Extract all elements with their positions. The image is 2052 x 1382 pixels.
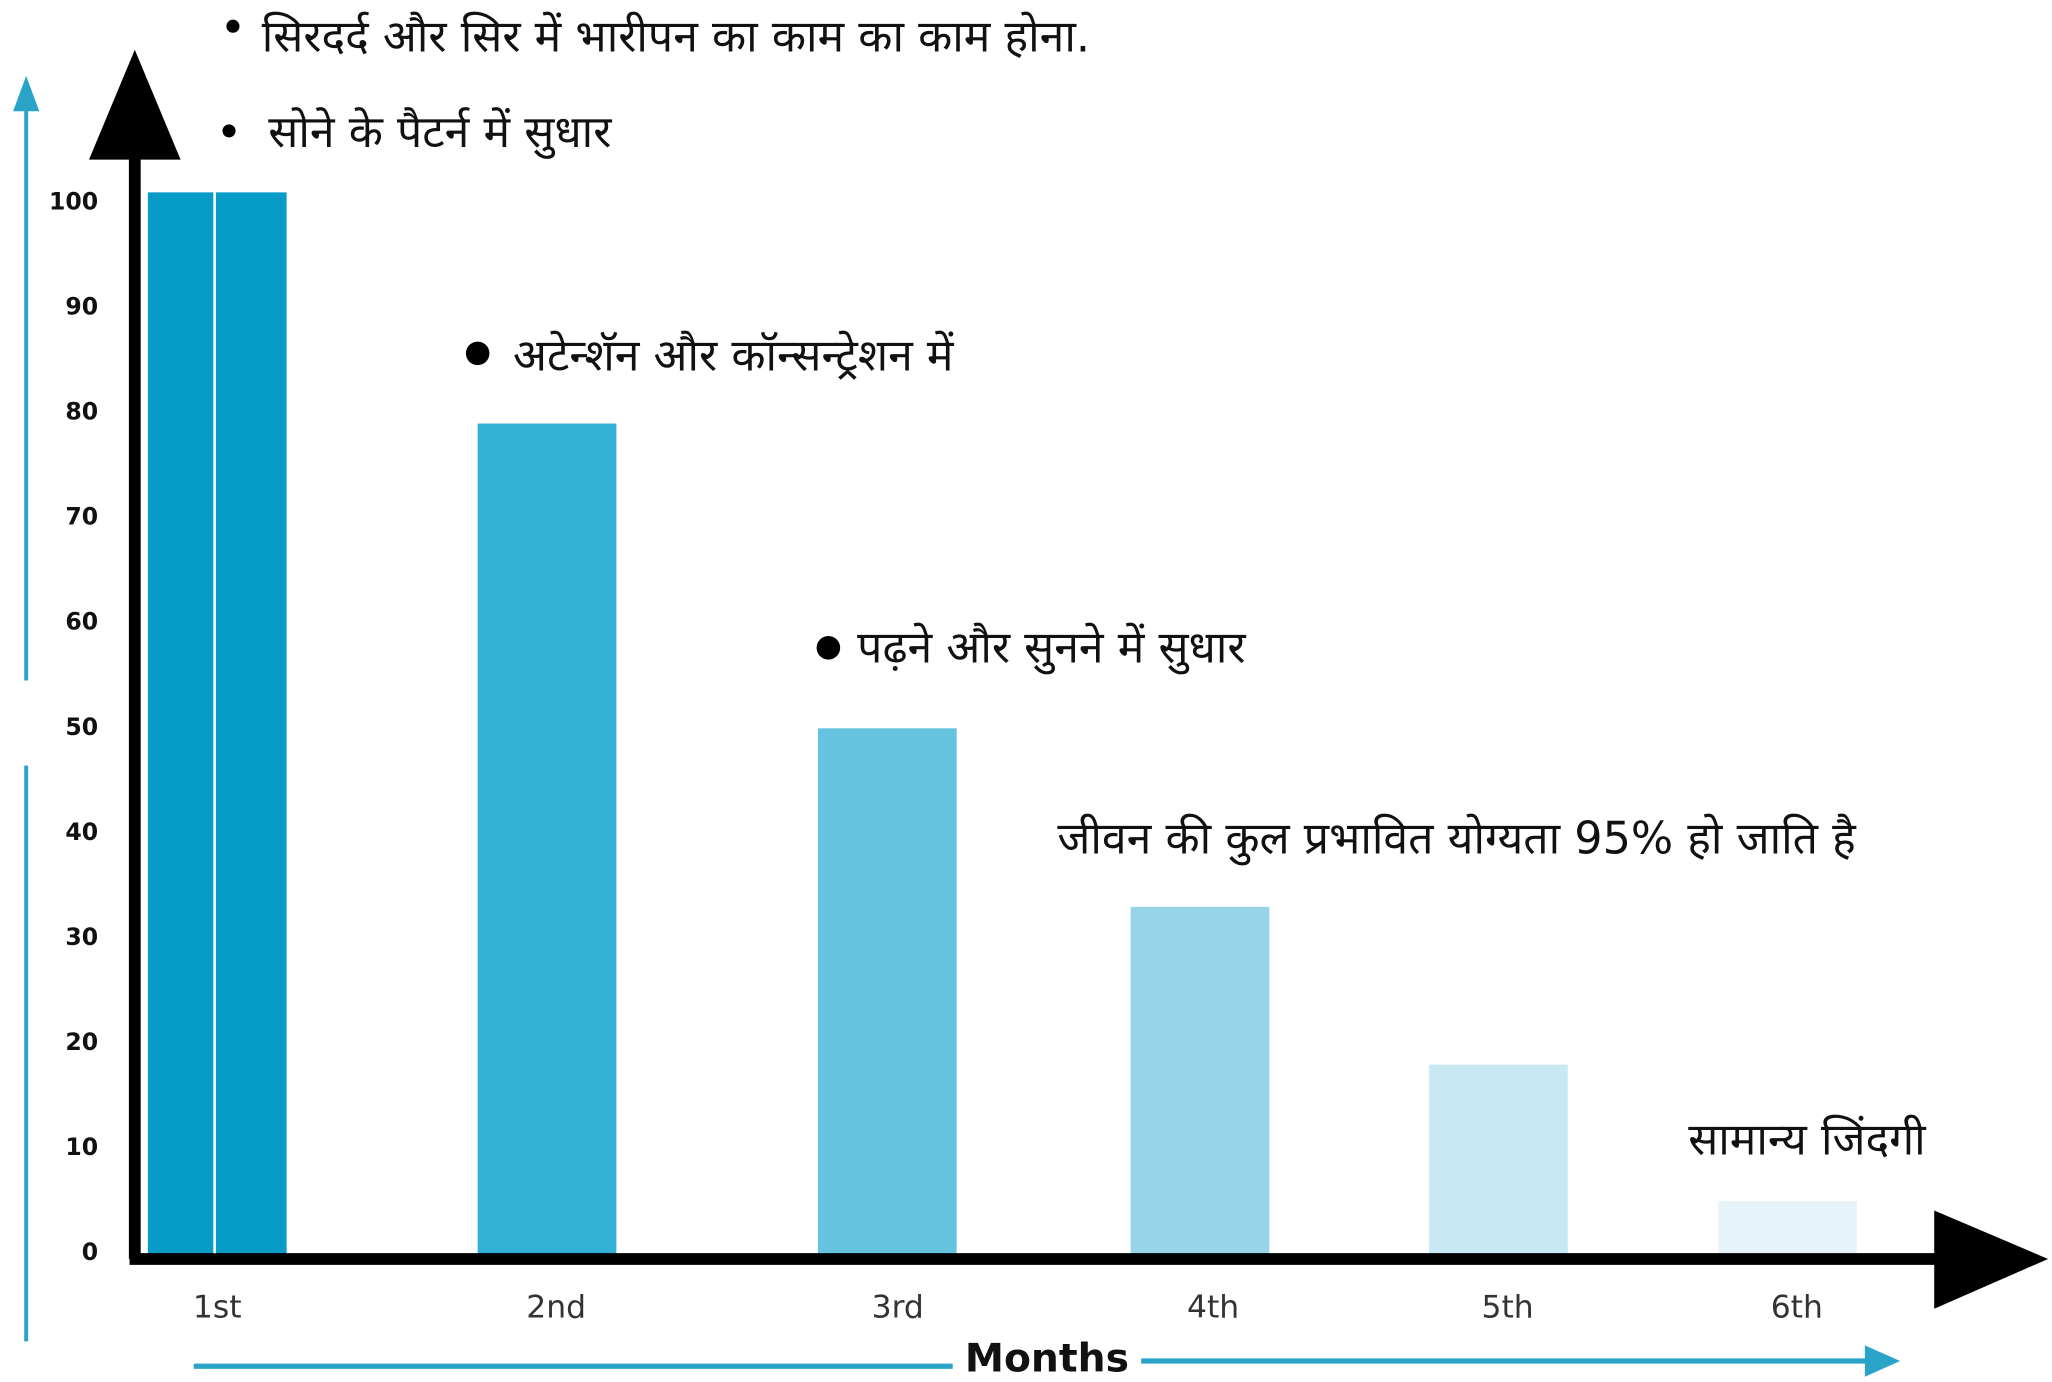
y-tick-label: 10 xyxy=(65,1133,98,1161)
annotation: पढ़ने और सुनने में सुधार xyxy=(857,622,1246,674)
annotation: सामान्य जिंदगी xyxy=(1688,1114,1927,1165)
axes xyxy=(13,49,2049,1377)
y-tick-label: 60 xyxy=(65,608,98,636)
annotation: जीवन की कुल प्रभावित योग्यता 95% हो जाति… xyxy=(1057,813,1857,865)
y-tick-label: 100 xyxy=(49,187,98,215)
bar xyxy=(1130,906,1270,1254)
x-axis-label: Months xyxy=(965,1337,1129,1382)
bar xyxy=(1718,1201,1858,1254)
bar xyxy=(477,423,617,1254)
x-tick-label: 1st xyxy=(193,1290,242,1326)
x-axis-arrow xyxy=(1934,1210,2049,1309)
y-tick-label: 30 xyxy=(65,923,98,951)
y-axis-arrow xyxy=(88,49,181,160)
x-tick-label: 6th xyxy=(1771,1290,1823,1326)
bar xyxy=(1429,1064,1568,1254)
x-guide-arrow xyxy=(1864,1345,1901,1377)
annotation: सोने के पैटर्न में सुधार xyxy=(268,107,612,159)
annotation: सिरदर्द और सिर में भारीपन का काम का काम … xyxy=(262,11,1090,62)
bullets xyxy=(222,19,841,660)
y-tick-label: 50 xyxy=(65,713,98,741)
annotation: अटेन्शॅन और कॉन्सन्ट्रेशन में xyxy=(513,331,955,382)
y-tick-label: 0 xyxy=(82,1238,98,1266)
y-tick-label: 20 xyxy=(65,1028,98,1056)
bullet xyxy=(816,636,841,660)
y-tick-label: 80 xyxy=(65,398,98,426)
x-tick-label: 4th xyxy=(1187,1290,1239,1326)
bullet xyxy=(465,341,490,366)
x-tick-label: 2nd xyxy=(526,1290,586,1326)
bar xyxy=(147,192,287,1254)
x-tick-label: 5th xyxy=(1481,1290,1533,1326)
x-tick-label: 3rd xyxy=(872,1290,924,1326)
bar xyxy=(817,728,957,1254)
y-tick-label: 70 xyxy=(65,503,98,531)
y-tick-label: 40 xyxy=(65,818,98,846)
y-tick-label: 90 xyxy=(65,292,98,320)
bullet xyxy=(226,19,240,33)
bullet xyxy=(222,124,236,138)
y-guide-arrow xyxy=(13,75,40,112)
